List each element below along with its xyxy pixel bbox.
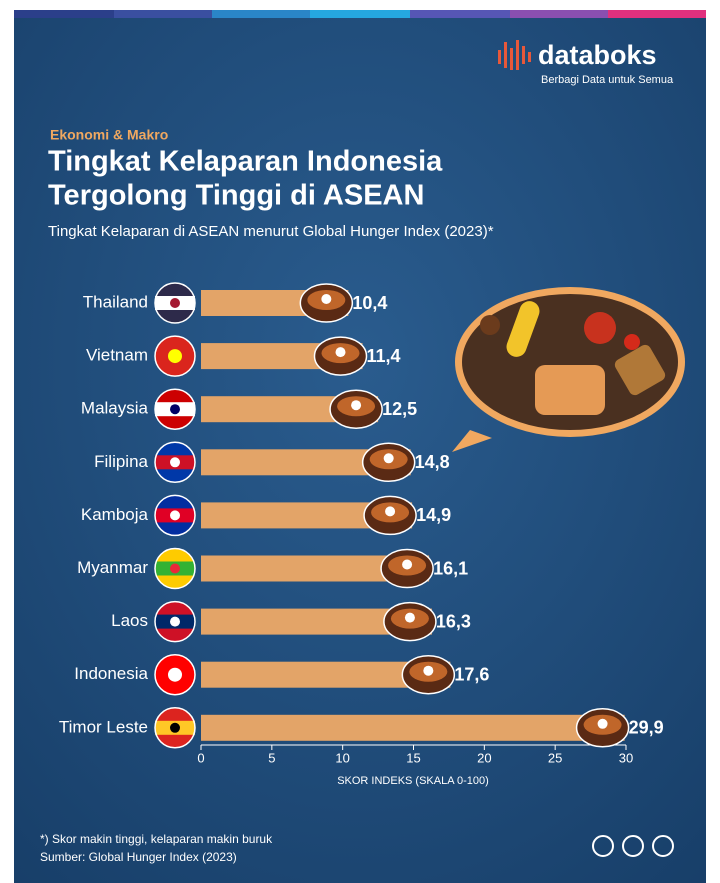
y-tick-label: Filipina — [94, 452, 148, 471]
x-axis-label: SKOR INDEKS (SKALA 0-100) — [337, 775, 489, 787]
value-label: 17,6 — [454, 664, 489, 684]
stripe — [510, 10, 608, 18]
flag — [154, 388, 196, 430]
x-tick-label: 20 — [477, 750, 491, 765]
stripe — [310, 10, 410, 18]
footnote: *) Skor makin tinggi, kelaparan makin bu… — [40, 832, 273, 846]
flag-emblem — [168, 349, 182, 364]
brand-logo — [498, 40, 531, 70]
flag-ring — [154, 494, 196, 537]
bowl-egg — [597, 718, 608, 729]
flag-ring — [154, 547, 196, 590]
y-tick-label: Timor Leste — [59, 717, 148, 736]
stripe — [14, 10, 114, 18]
y-tick-label: Malaysia — [81, 399, 149, 418]
stripe — [608, 10, 706, 18]
chart-title: Tingkat Kelaparan Indonesia — [48, 146, 443, 178]
bowl-egg — [385, 506, 396, 517]
value-label: 14,8 — [415, 452, 450, 472]
flag — [154, 547, 196, 590]
flag-emblem — [170, 563, 180, 574]
flag-emblem — [170, 404, 180, 415]
section-label: Ekonomi & Makro — [50, 127, 168, 143]
flag-ring — [154, 707, 196, 749]
flag-ring — [154, 653, 196, 696]
y-tick-label: Thailand — [83, 292, 148, 311]
flag — [154, 653, 196, 696]
flag-ring — [154, 282, 196, 324]
x-tick-label: 10 — [335, 750, 349, 765]
x-tick-label: 15 — [406, 750, 420, 765]
bowl-egg — [423, 665, 434, 676]
flag-ring — [154, 335, 196, 377]
flag-ring — [154, 441, 196, 484]
value-label: 10,4 — [352, 293, 387, 313]
flag-emblem — [170, 722, 180, 733]
flag — [154, 494, 196, 537]
value-label: 16,3 — [436, 611, 471, 631]
flag — [154, 707, 196, 749]
x-tick-label: 0 — [197, 750, 204, 765]
flag — [154, 282, 196, 324]
bowl-egg — [321, 294, 332, 304]
y-tick-label: Indonesia — [74, 664, 148, 683]
flag-emblem — [168, 667, 182, 682]
tagline: Berbagi Data untuk Semua — [541, 74, 674, 86]
y-tick-label: Kamboja — [81, 505, 149, 524]
value-label: 11,4 — [367, 346, 401, 366]
y-tick-label: Myanmar — [77, 558, 148, 577]
bowl-egg — [402, 559, 413, 570]
x-tick-label: 30 — [619, 750, 633, 765]
flag-emblem — [170, 616, 180, 627]
chart-subtitle: Tingkat Kelaparan di ASEAN menurut Globa… — [48, 223, 494, 240]
flag — [154, 441, 196, 484]
bowl-egg — [335, 347, 346, 358]
flag-emblem — [170, 510, 180, 521]
value-label: 14,9 — [416, 505, 451, 525]
stripe — [114, 10, 212, 18]
chart-title: Tergolong Tinggi di ASEAN — [48, 180, 424, 212]
flag-ring — [154, 388, 196, 430]
food-illustration — [452, 287, 685, 452]
y-tick-label: Laos — [111, 611, 148, 630]
bowl-egg — [351, 400, 362, 411]
x-tick-label: 5 — [268, 750, 275, 765]
stripe — [410, 10, 510, 18]
value-label: 16,1 — [433, 558, 468, 578]
flag-ring — [154, 600, 196, 643]
value-label: 29,9 — [629, 718, 664, 738]
value-label: 12,5 — [382, 399, 417, 419]
bar — [201, 714, 625, 741]
bowl-egg — [404, 612, 415, 623]
bowl-egg — [383, 453, 394, 464]
brand: databoks — [538, 40, 657, 70]
flag-emblem — [170, 457, 180, 468]
y-tick-label: Vietnam — [86, 346, 148, 365]
flag-emblem — [170, 298, 180, 308]
x-tick-label: 25 — [548, 750, 562, 765]
license-icons — [592, 835, 674, 857]
flag — [154, 600, 196, 643]
flag — [154, 335, 196, 377]
stripe — [212, 10, 310, 18]
source: Sumber: Global Hunger Index (2023) — [40, 850, 237, 864]
